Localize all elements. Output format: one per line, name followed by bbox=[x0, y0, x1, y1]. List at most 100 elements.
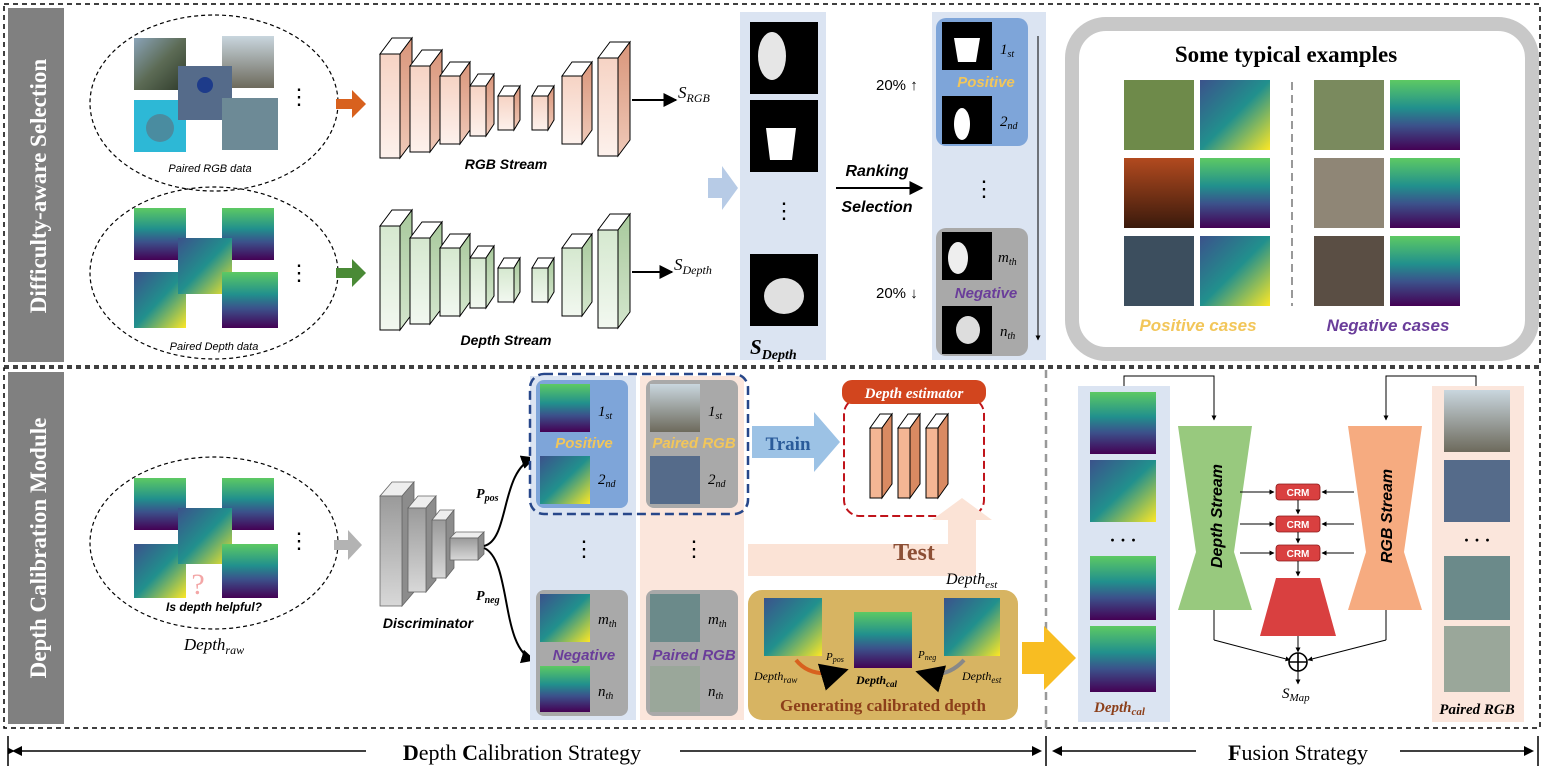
bottom-rank-1-label: 1st bbox=[598, 404, 612, 422]
s-depth-column-label: SDepth bbox=[750, 335, 797, 363]
cal-from-raw-arrow bbox=[794, 658, 849, 691]
rank-m-label: mth bbox=[998, 250, 1017, 268]
bottom-rank-n-label: nth bbox=[598, 684, 613, 702]
fusion-depth-stream bbox=[1178, 426, 1252, 610]
depth-estimator-label: Depth estimator bbox=[864, 386, 964, 402]
depth-est-label: Depthest bbox=[945, 571, 998, 591]
fusion-rgb-dots: · · · bbox=[1463, 530, 1490, 550]
rgb-rank-m-label: mth bbox=[708, 612, 727, 630]
gen-depth-est-label: Depthest bbox=[961, 669, 1002, 685]
question-mark: ? bbox=[191, 568, 204, 601]
crm-1-label: CRM bbox=[1287, 488, 1310, 499]
gen-depth-raw-label: Depthraw bbox=[753, 669, 797, 685]
raw-depth-thumbnails bbox=[134, 478, 278, 598]
paired-rgb-label-bottom: Paired RGB bbox=[652, 647, 736, 664]
s-map-label: SMap bbox=[1282, 686, 1310, 704]
depth-stream-network bbox=[379, 208, 631, 332]
rank-n-label: nth bbox=[1000, 324, 1015, 342]
depth-calibration-strategy-label: Depth Calibration Strategy bbox=[403, 740, 641, 765]
selection-label: Selection bbox=[841, 199, 912, 216]
pct-top: 20% ↑ bbox=[876, 77, 918, 94]
positive-examples bbox=[1124, 80, 1270, 306]
bottom-rgb-ellipsis: ⋮ bbox=[683, 536, 705, 561]
s-depth-label: SDepth bbox=[674, 255, 712, 277]
saliency-ellipsis: ⋮ bbox=[773, 198, 795, 223]
discriminator-network bbox=[379, 480, 485, 608]
discriminator-label: Discriminator bbox=[383, 615, 475, 631]
positive-label-top: Positive bbox=[957, 74, 1015, 91]
crm-blocks: CRM CRM CRM bbox=[1240, 483, 1354, 577]
top-section-frame bbox=[3, 3, 1541, 367]
gen-depth-cal-label: Depthcal bbox=[855, 673, 897, 689]
depth-stream-label: Depth Stream bbox=[460, 332, 551, 348]
negative-examples bbox=[1314, 80, 1460, 306]
negative-label-top: Negative bbox=[955, 285, 1018, 302]
positive-cases-label: Positive cases bbox=[1139, 316, 1256, 335]
s-rgb-label: SRGB bbox=[678, 83, 710, 105]
fusion-depth-cal-label: Depthcal bbox=[1093, 700, 1146, 718]
to-fusion-arrow bbox=[1022, 626, 1076, 690]
generating-label: Generating calibrated depth bbox=[780, 696, 986, 715]
pct-bottom: 20% ↓ bbox=[876, 285, 918, 302]
fusion-strategy-label: Fusion Strategy bbox=[1228, 740, 1368, 765]
train-label: Train bbox=[765, 434, 810, 455]
rgb-rank-n-label: nth bbox=[708, 684, 723, 702]
fusion-depth-stream-label: Depth Stream bbox=[1209, 464, 1226, 568]
bottom-ellipsis: ⋮ bbox=[288, 528, 310, 553]
fusion-rgb-stream-label: RGB Stream bbox=[1379, 469, 1396, 563]
bottom-section-title: Depth Calibration Module bbox=[26, 418, 51, 679]
paired-rgb-label-top: Paired RGB bbox=[652, 435, 736, 452]
rgb-feed-arrow bbox=[1383, 375, 1477, 421]
test-label: Test bbox=[893, 540, 935, 566]
paired-rgb-thumbnails bbox=[134, 36, 278, 152]
ranking-label: Ranking bbox=[845, 163, 908, 180]
bottom-rank-m-label: mth bbox=[598, 612, 617, 630]
gen-p-neg-label: Pneg bbox=[917, 649, 936, 662]
p-neg-arrow bbox=[483, 547, 536, 664]
fusion-paired-rgb-label: Paired RGB bbox=[1439, 702, 1514, 718]
gen-p-pos-label: Ppos bbox=[825, 651, 844, 664]
negative-cases-label: Negative cases bbox=[1327, 316, 1450, 335]
bottom-section-frame bbox=[3, 367, 1541, 729]
crm-3-label: CRM bbox=[1287, 549, 1310, 560]
examples-title: Some typical examples bbox=[1175, 42, 1397, 67]
bottom-depth-ellipsis: ⋮ bbox=[573, 536, 595, 561]
depth-raw-label: Depthraw bbox=[183, 635, 244, 657]
depth-estimator-tag bbox=[842, 380, 986, 404]
train-arrow bbox=[752, 412, 840, 472]
p-neg-label: Pneg bbox=[476, 589, 500, 606]
to-discriminator-arrow bbox=[334, 530, 362, 560]
bottom-section-bar bbox=[8, 372, 64, 724]
paired-rgb-label: Paired RGB data bbox=[168, 163, 251, 175]
negative-label-bottom: Negative bbox=[553, 647, 616, 664]
decoder bbox=[1260, 578, 1336, 636]
p-pos-arrow bbox=[483, 455, 536, 547]
paired-depth-thumbnails bbox=[134, 208, 278, 328]
depth-feed-arrow bbox=[1123, 375, 1217, 421]
to-saliency-arrow bbox=[708, 166, 738, 210]
rgb-stream-network bbox=[379, 36, 631, 160]
rgb-input-arrow bbox=[336, 90, 366, 118]
top-ellipsis-rgb: ⋮ bbox=[288, 84, 310, 109]
fusion-rgb-stream bbox=[1348, 426, 1422, 610]
top-section-title: Difficulty-aware Selection bbox=[26, 59, 51, 314]
ranked-ellipsis: ⋮ bbox=[973, 176, 995, 201]
rgb-rank-2-label: 2nd bbox=[708, 472, 727, 490]
top-section-bar bbox=[8, 8, 64, 362]
depth-estimator-network bbox=[869, 412, 949, 500]
fusion-depth-dots: · · · bbox=[1109, 530, 1136, 550]
paired-depth-label: Paired Depth data bbox=[170, 341, 259, 353]
cal-from-est-arrow bbox=[915, 658, 966, 693]
rgb-rank-1-label: 1st bbox=[708, 404, 722, 422]
crm-2-label: CRM bbox=[1287, 520, 1310, 531]
p-pos-label: Ppos bbox=[476, 487, 499, 504]
top-ellipsis-depth: ⋮ bbox=[288, 260, 310, 285]
bottom-rank-2-label: 2nd bbox=[598, 472, 617, 490]
rank-1-label: 1st bbox=[1000, 42, 1014, 60]
test-arrow bbox=[748, 498, 992, 576]
train-group-frame bbox=[528, 372, 750, 516]
is-depth-helpful: Is depth helpful? bbox=[166, 600, 263, 614]
rank-2-label: 2nd bbox=[1000, 114, 1019, 132]
